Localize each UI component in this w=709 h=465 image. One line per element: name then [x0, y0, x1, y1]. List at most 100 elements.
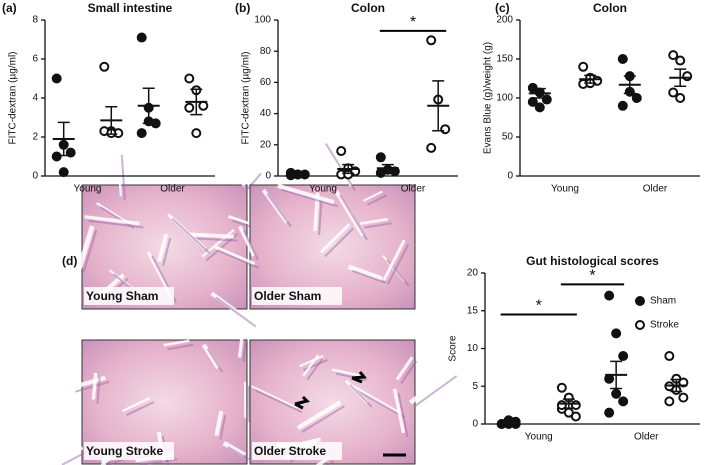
- tissue-fold: [116, 150, 123, 197]
- error-bar: [190, 88, 203, 116]
- y-tick-label: 0: [265, 171, 271, 182]
- tissue-fold-edge: [318, 196, 323, 236]
- error-bar: [533, 87, 546, 99]
- tissue-fold-edge: [242, 229, 259, 261]
- data-point: [375, 152, 386, 163]
- y-tick-label: 20: [260, 139, 272, 150]
- tissue-fold: [241, 168, 259, 187]
- tissue-fold-edge: [324, 143, 356, 191]
- tissue-fold-edge: [96, 376, 101, 404]
- chart-title: Colon: [593, 1, 627, 15]
- tissue-fold: [214, 410, 224, 436]
- tissue-fold-edge: [281, 188, 339, 208]
- tissue-fold-edge: [193, 237, 238, 242]
- data-point: [611, 388, 622, 399]
- tissue-fold-edge: [125, 401, 155, 417]
- y-tick-label: 60: [260, 77, 272, 88]
- y-tick-label: 10: [467, 343, 479, 354]
- data-point: [541, 94, 552, 105]
- data-point: [611, 328, 622, 339]
- arrow: [294, 395, 310, 410]
- tissue-fold: [360, 217, 388, 225]
- tissue-fold-edge: [352, 269, 387, 284]
- tissue-fold-edge: [367, 194, 387, 206]
- data-point: [527, 96, 538, 107]
- tissue-fold: [331, 368, 363, 378]
- y-tick-label: 80: [260, 46, 272, 57]
- tissue-fold: [250, 385, 298, 409]
- panel-label: (b): [235, 1, 250, 15]
- data-point: [336, 146, 347, 157]
- y-axis-label: Score: [448, 335, 459, 362]
- tissue-fold: [392, 388, 406, 434]
- label-bg: [252, 287, 342, 305]
- tissue-fold: [163, 339, 190, 347]
- significance-label: *: [536, 298, 542, 315]
- legend-label: Stroke: [650, 320, 679, 331]
- data-point: [527, 82, 538, 93]
- error-bar: [562, 398, 575, 409]
- tissue-fold-edge: [162, 238, 172, 266]
- data-point: [604, 290, 615, 301]
- tissue-fold-edge: [82, 229, 98, 273]
- tissue-fold-edge: [100, 206, 135, 229]
- tissue-fold: [189, 232, 234, 239]
- data-point: [375, 167, 386, 178]
- data-point: [618, 351, 629, 362]
- data-point: [136, 32, 147, 43]
- error-bar: [142, 87, 155, 125]
- tissue-fold: [84, 215, 140, 226]
- label-bg: [84, 287, 174, 305]
- tissue-fold: [408, 369, 455, 405]
- error-bar: [623, 75, 636, 95]
- data-point: [191, 128, 202, 139]
- data-point: [65, 147, 76, 158]
- data-point: [556, 382, 567, 393]
- data-point: [184, 73, 195, 84]
- error-bar: [670, 378, 683, 393]
- data-point: [668, 50, 679, 61]
- tissue-fold-edge: [120, 154, 126, 201]
- error-bar: [381, 163, 394, 173]
- tissue-fold: [57, 446, 84, 463]
- data-point: [668, 87, 679, 98]
- y-tick-label: 100: [496, 93, 513, 104]
- tissue-fold: [350, 384, 402, 415]
- data-point: [58, 167, 69, 178]
- x-tick-label: Older: [634, 432, 659, 443]
- data-point: [675, 93, 686, 103]
- error-bar: [342, 163, 355, 175]
- tissue-fold: [347, 264, 383, 282]
- image-label: Older Sham: [254, 289, 321, 303]
- y-tick-label: 40: [260, 108, 272, 119]
- data-point: [534, 102, 545, 113]
- tissue-fold: [213, 245, 256, 266]
- x-tick-label: Young: [74, 184, 102, 195]
- y-tick-label: 50: [502, 132, 514, 143]
- data-point: [99, 61, 110, 72]
- error-bar: [502, 420, 515, 424]
- image-label: Young Sham: [86, 289, 158, 303]
- label-bg: [84, 442, 174, 460]
- legend-marker: [635, 320, 645, 330]
- tissue-fold: [277, 183, 335, 205]
- image-label: Young Stroke: [86, 444, 163, 458]
- tissue-fold-edge: [324, 227, 354, 258]
- chart-title: Gut histological scores: [526, 254, 659, 268]
- data-point: [198, 100, 209, 111]
- tissue-fold-edge: [349, 383, 373, 408]
- data-point: [675, 55, 686, 66]
- x-tick-label: Young: [525, 432, 553, 443]
- y-tick-label: 6: [32, 54, 38, 65]
- tissue-fold: [319, 223, 351, 254]
- y-tick-label: 20: [467, 268, 479, 279]
- tissue-fold-edge: [386, 243, 410, 285]
- tissue-fold-edge: [227, 446, 250, 461]
- panel-label: (a): [2, 1, 17, 15]
- tissue-fold-edge: [61, 450, 88, 465]
- tissue-fold: [382, 239, 406, 282]
- tissue-fold: [302, 354, 320, 377]
- data-point: [631, 93, 642, 103]
- error-bar: [105, 106, 118, 135]
